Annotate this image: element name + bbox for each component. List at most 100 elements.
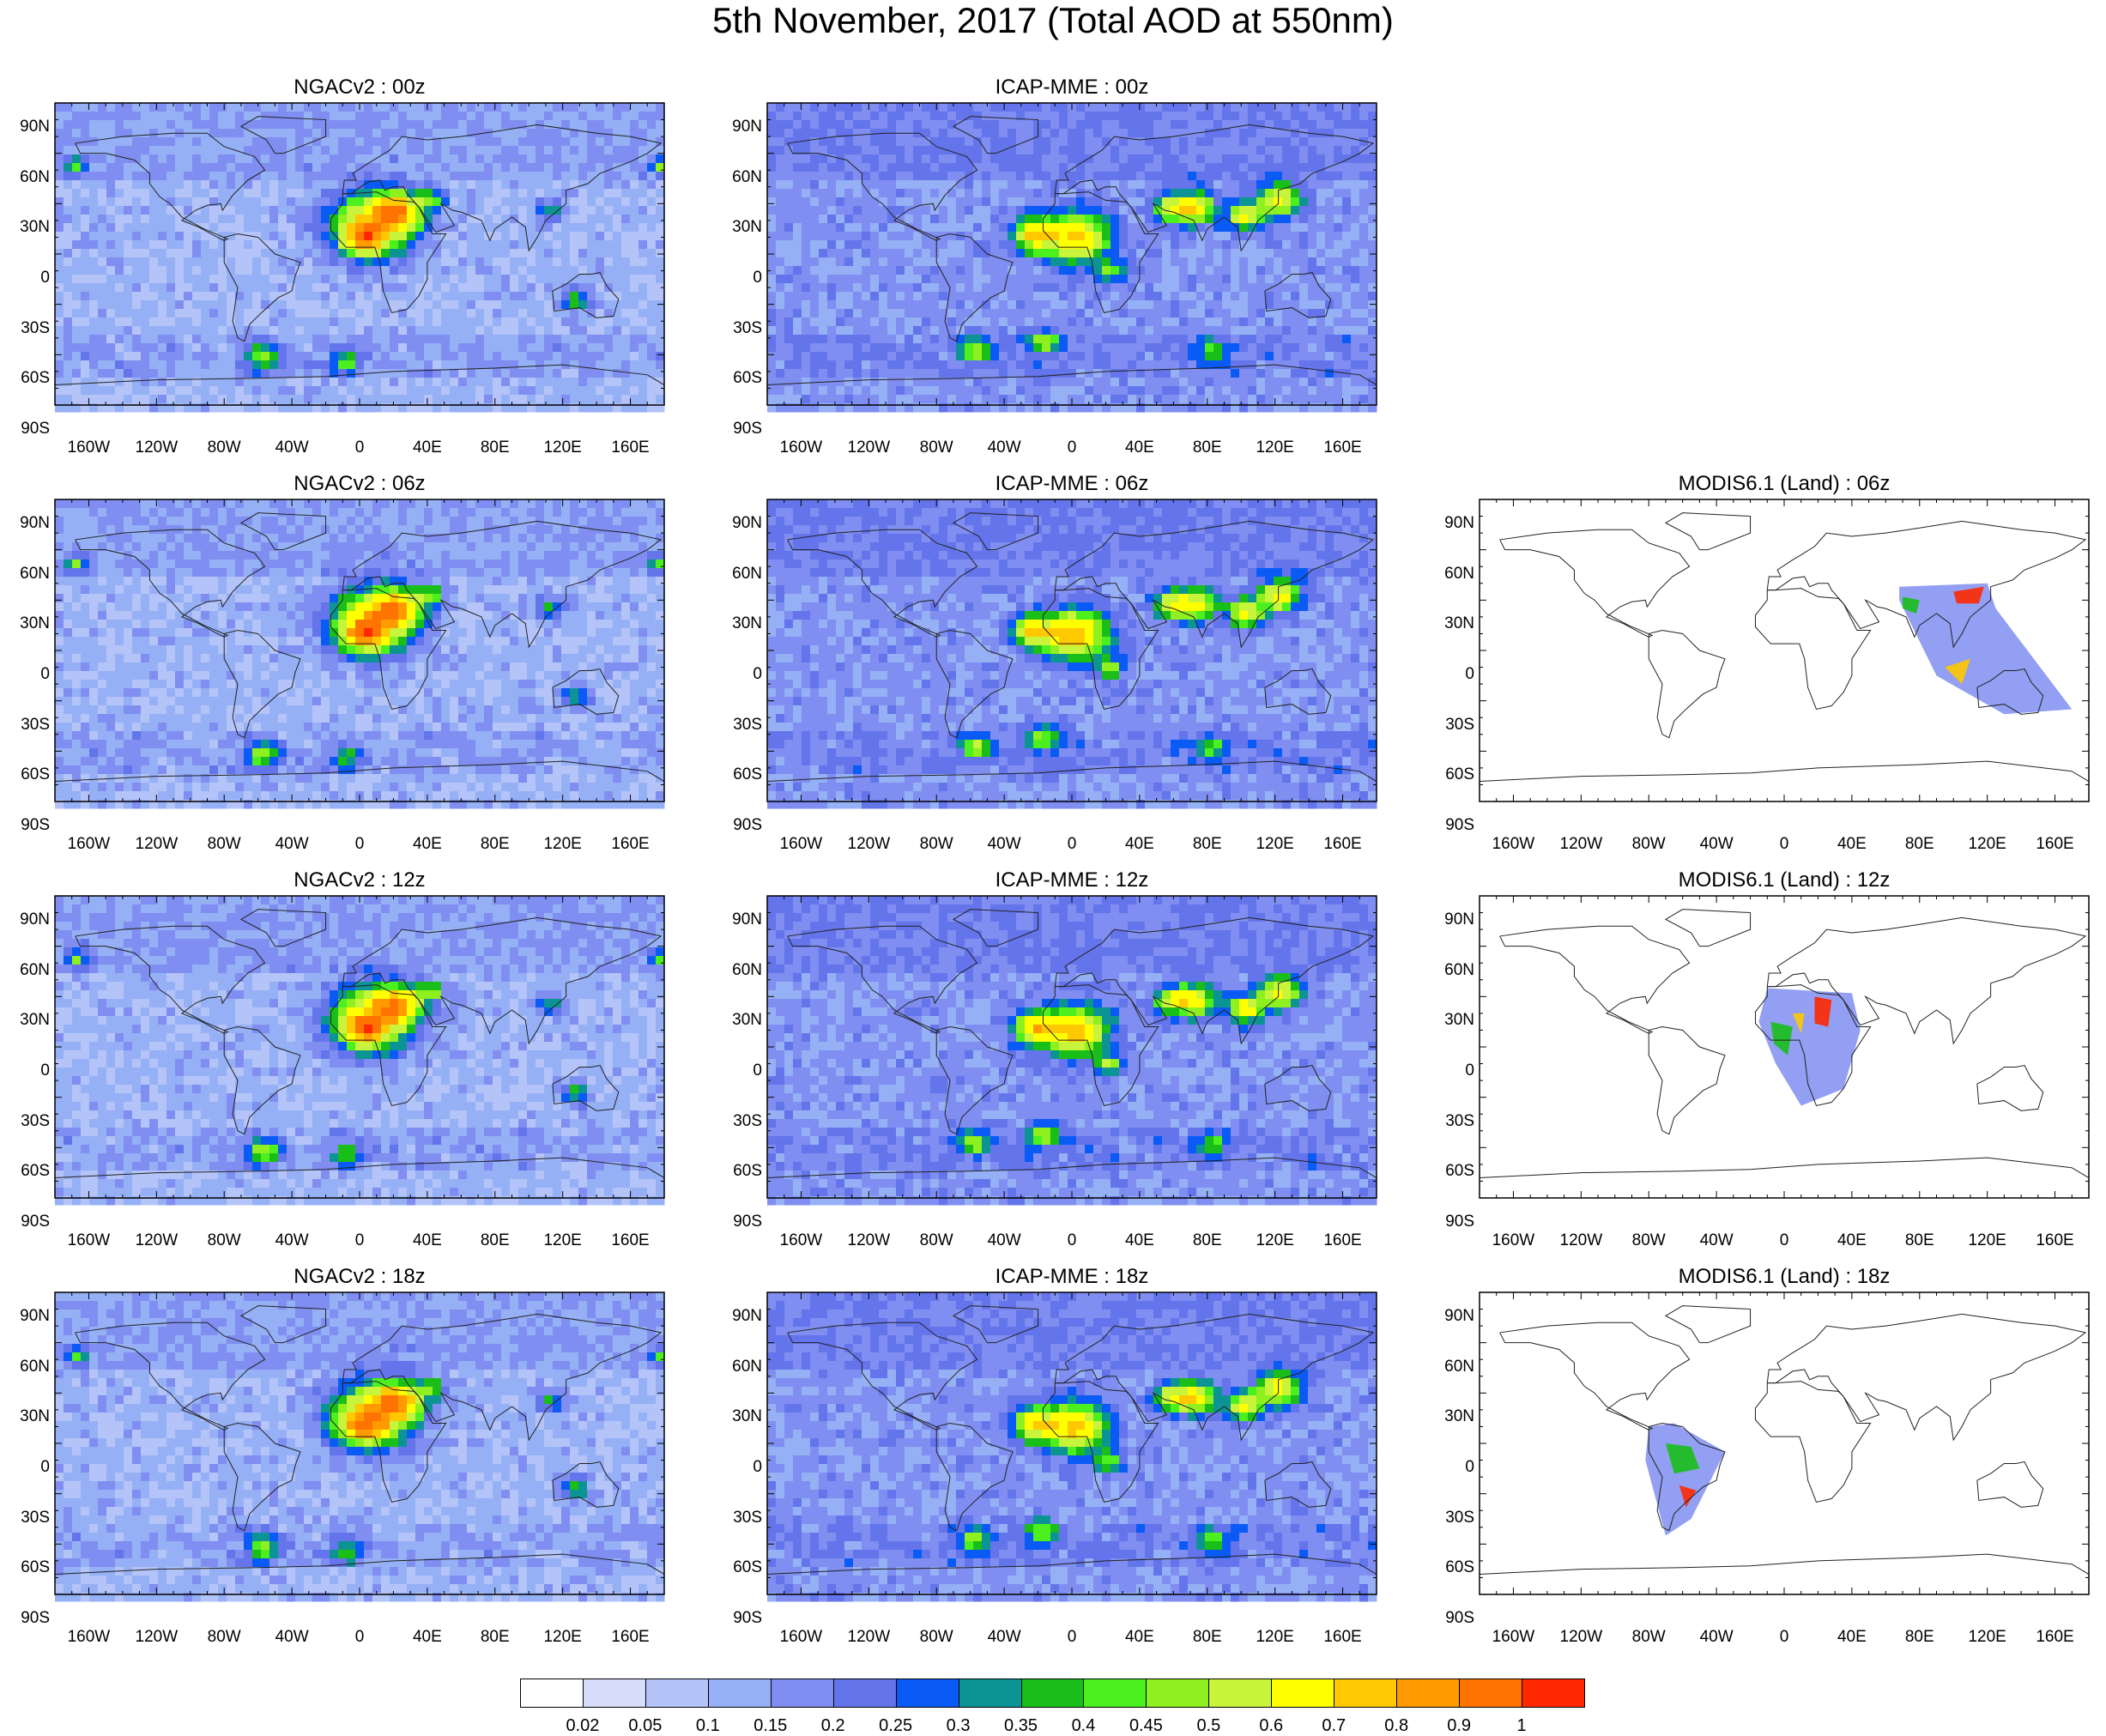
aod-cell [1059, 335, 1068, 344]
aod-cell [244, 137, 253, 147]
aod-cell [1359, 266, 1369, 275]
aod-cell [175, 112, 185, 121]
aod-cell [596, 232, 605, 241]
aod-cell [227, 249, 236, 258]
aod-cell [561, 335, 571, 344]
aod-cell [1359, 180, 1369, 190]
aod-cell [656, 206, 665, 215]
aod-cell [587, 292, 596, 301]
aod-cell [1068, 283, 1077, 293]
aod-cell [1059, 223, 1068, 233]
aod-cell [553, 197, 562, 207]
aod-cell [330, 395, 339, 404]
aod-cell [1136, 335, 1146, 344]
aod-cell [956, 343, 965, 353]
aod-cell [853, 172, 862, 181]
aod-cell [853, 309, 862, 318]
aod-cell [870, 352, 880, 361]
aod-cell [510, 386, 519, 396]
aod-cell [158, 154, 167, 164]
aod-cell [1282, 146, 1292, 155]
aod-cell [1145, 335, 1154, 344]
aod-cell [501, 189, 511, 198]
aod-cell [922, 369, 931, 378]
aod-cell [64, 146, 73, 155]
aod-cell [896, 249, 905, 258]
aod-cell [1059, 129, 1068, 138]
aod-cell [776, 343, 785, 353]
aod-cell [1162, 137, 1171, 147]
aod-cell [1342, 309, 1352, 318]
aod-cell [287, 318, 296, 327]
aod-cell [544, 154, 554, 164]
aod-cell [407, 129, 416, 138]
aod-cell [192, 257, 202, 267]
aod-cell [1256, 240, 1266, 250]
aod-cell [484, 172, 493, 181]
aod-cell [827, 266, 837, 275]
aod-cell [1265, 249, 1274, 258]
aod-cell [1025, 172, 1034, 181]
aod-cell [1025, 197, 1034, 207]
aod-cell [1239, 360, 1249, 370]
aod-cell [1359, 206, 1369, 215]
aod-cell [518, 189, 528, 198]
aod-cell [1196, 189, 1206, 198]
aod-cell [999, 300, 1008, 310]
aod-cell [1299, 257, 1309, 267]
aod-cell [149, 129, 159, 138]
aod-cell [870, 369, 880, 378]
aod-cell [201, 249, 210, 258]
aod-cell [330, 343, 339, 353]
aod-cell [1274, 326, 1283, 336]
aod-cell [1162, 318, 1171, 327]
aod-cell [1188, 292, 1197, 301]
aod-cell [424, 257, 433, 267]
aod-cell [295, 154, 305, 164]
aod-cell [587, 318, 596, 327]
aod-cell [175, 275, 185, 284]
aod-cell [784, 206, 794, 215]
aod-cell [793, 180, 802, 190]
aod-cell [415, 275, 425, 284]
aod-cell [467, 240, 476, 250]
aod-cell [347, 180, 356, 190]
aod-cell [467, 275, 476, 284]
aod-cell [1308, 206, 1317, 215]
aod-cell [1239, 154, 1249, 164]
aod-cell [656, 343, 665, 353]
aod-cell [578, 360, 588, 370]
aod-cell [802, 180, 811, 190]
aod-cell [72, 335, 82, 344]
aod-cell [1102, 266, 1111, 275]
aod-cell [1334, 137, 1343, 147]
aod-cell [853, 137, 862, 147]
aod-cell [312, 215, 322, 224]
aod-cell [896, 369, 905, 378]
aod-cell [166, 240, 176, 250]
aod-cell [64, 378, 73, 387]
aod-cell [141, 129, 150, 138]
aod-cell [596, 378, 605, 387]
aod-cell [1196, 352, 1206, 361]
aod-cell [930, 360, 940, 370]
aod-cell [55, 300, 64, 310]
aod-cell [1205, 120, 1214, 130]
aod-cell [853, 352, 862, 361]
aod-cell [372, 360, 382, 370]
aod-cell [1128, 257, 1137, 267]
aod-cell [613, 223, 622, 233]
aod-cell [905, 352, 914, 361]
aod-cell [1282, 197, 1292, 207]
aod-cell [819, 257, 828, 267]
aod-cell [802, 129, 811, 138]
aod-cell [141, 206, 150, 215]
aod-cell [355, 197, 365, 207]
aod-cell [510, 378, 519, 387]
aod-cell [372, 129, 382, 138]
aod-cell [149, 112, 159, 121]
aod-cell [312, 172, 322, 181]
aod-cell [561, 343, 571, 353]
aod-cell [1033, 360, 1043, 370]
aod-cell [887, 369, 897, 378]
